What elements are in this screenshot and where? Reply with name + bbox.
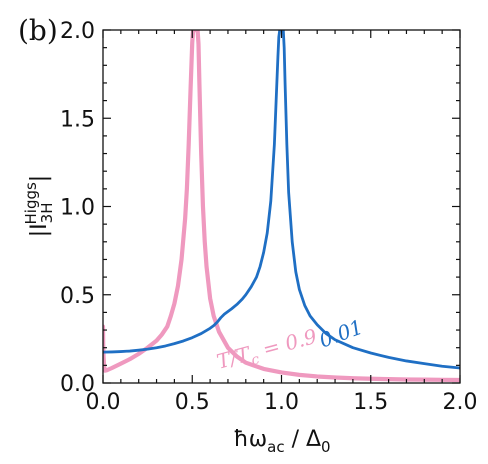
axis-layer: 0.0 0.5 1.0 1.5 2.0 0.0 0.5 1.0 1.5 2.0 bbox=[60, 19, 478, 415]
y-tick-label: 0.5 bbox=[60, 284, 95, 309]
x-tick-label: 0.0 bbox=[86, 390, 121, 415]
y-axis-label: |I3HHiggs| bbox=[22, 175, 56, 237]
series-line-t-over-tc bbox=[103, 30, 460, 383]
x-axis-label: ħωac / Δ0 bbox=[233, 427, 330, 456]
x-tick-label: 1.0 bbox=[264, 390, 299, 415]
axes-frame bbox=[102, 29, 461, 384]
y-tick-label: 1.5 bbox=[60, 107, 95, 132]
series-layer bbox=[103, 30, 460, 383]
y-tick-label: 2.0 bbox=[60, 19, 95, 44]
x-tick-label: 0.5 bbox=[175, 390, 210, 415]
series-line-0.01 bbox=[103, 30, 460, 370]
series-label-0.01: 0.01 bbox=[316, 315, 366, 353]
x-tick-label: 1.5 bbox=[353, 390, 388, 415]
panel-label: (b) bbox=[18, 14, 58, 47]
y-tick-label: 0.0 bbox=[60, 372, 95, 397]
x-tick-label: 2.0 bbox=[443, 390, 478, 415]
y-tick-label: 1.0 bbox=[60, 196, 95, 221]
